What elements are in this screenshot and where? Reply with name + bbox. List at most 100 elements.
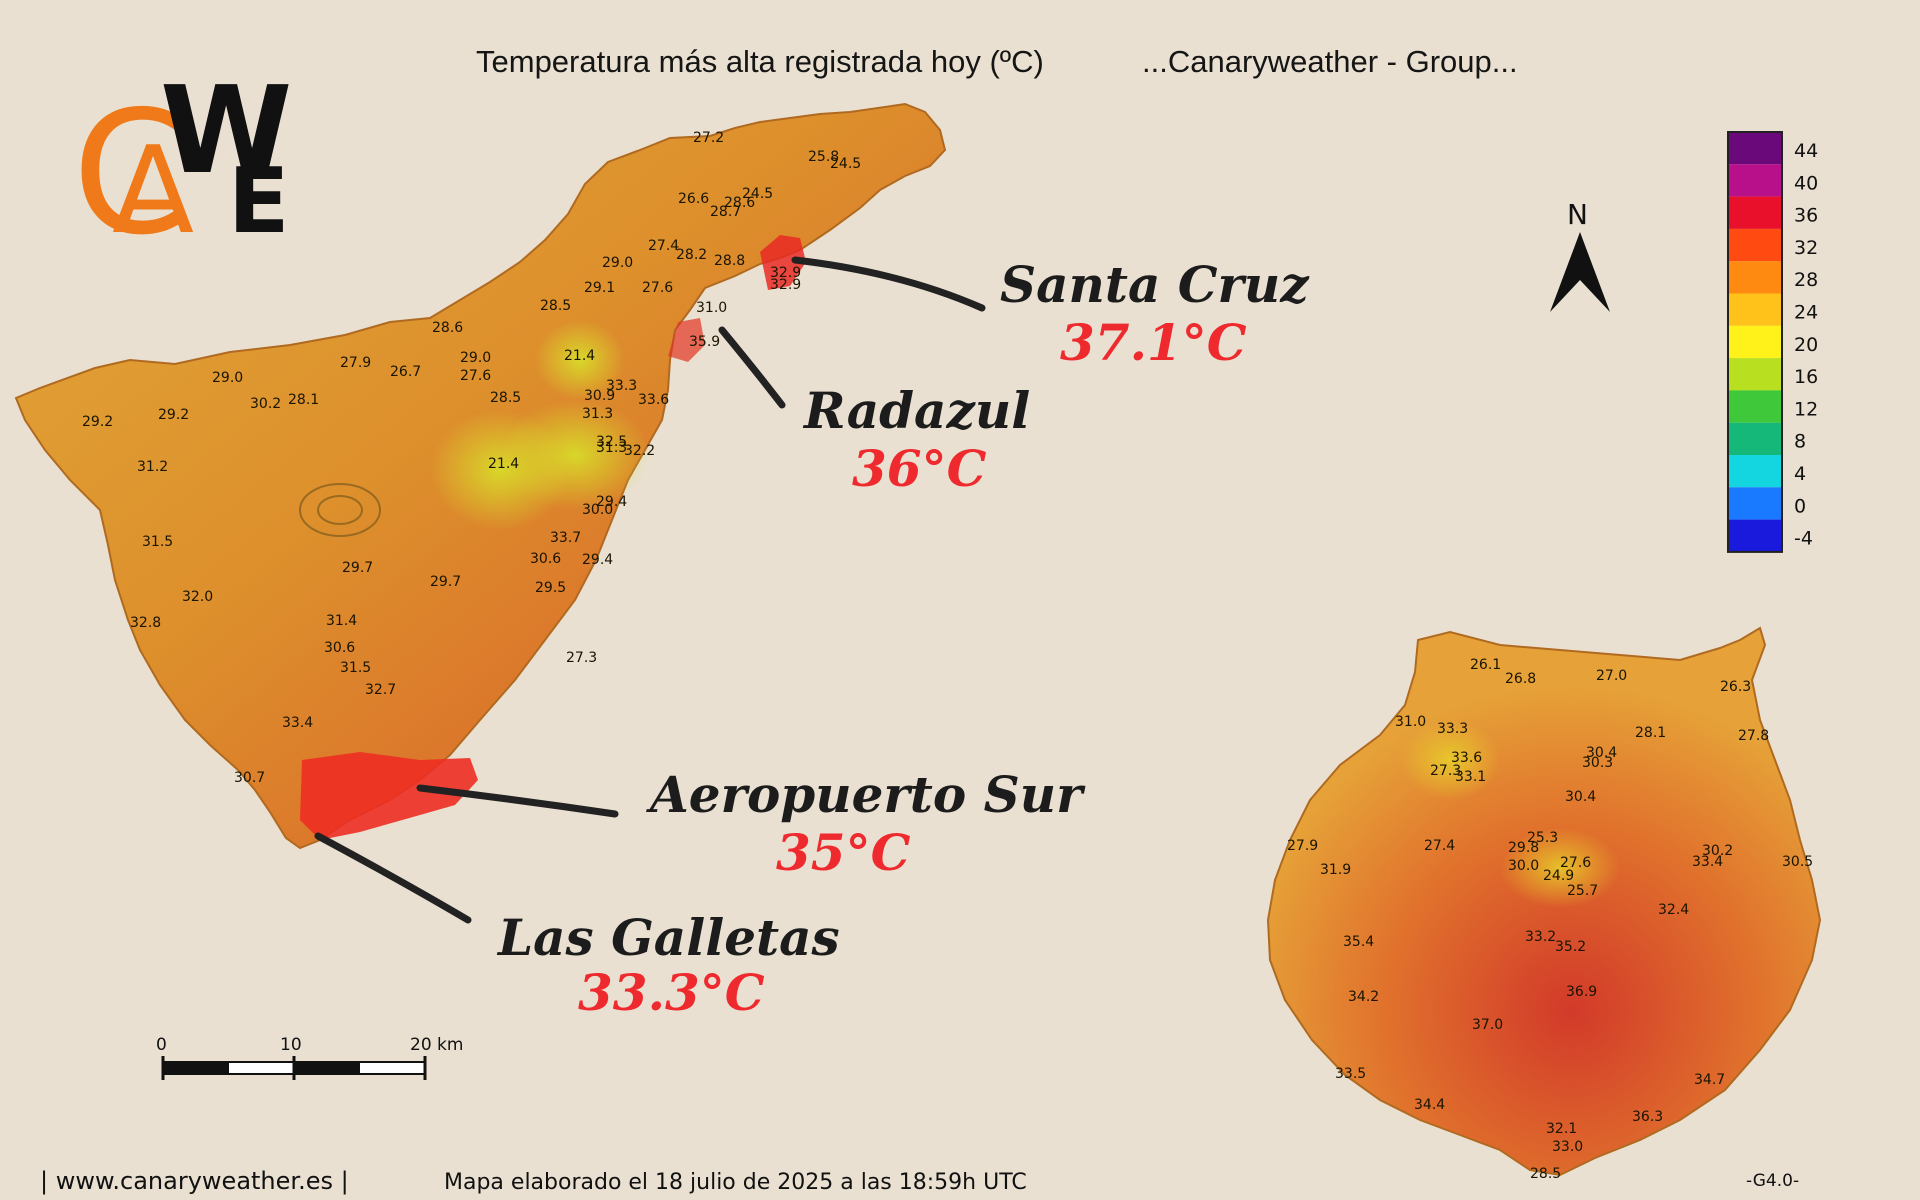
callout-las-galletas: Las Galletas 33.3°C <box>496 908 840 1022</box>
station-value: 33.2 <box>1525 929 1556 945</box>
station-value: 28.2 <box>676 247 707 263</box>
station-value: 31.3 <box>596 440 627 456</box>
scale-bar: 0 10 20 km <box>156 1035 463 1080</box>
station-value: 27.2 <box>693 130 724 146</box>
station-value: 32.7 <box>365 682 396 698</box>
station-value: 29.0 <box>212 370 243 386</box>
callout-name: Las Galletas <box>496 908 840 967</box>
legend-swatch <box>1728 487 1782 520</box>
station-value: 28.5 <box>490 390 521 406</box>
station-value: 27.4 <box>648 238 679 254</box>
station-value: 30.4 <box>1586 745 1617 761</box>
station-value: 32.1 <box>1546 1121 1577 1137</box>
station-value: 24.9 <box>1543 868 1574 884</box>
station-value: 27.6 <box>642 280 673 296</box>
station-value: 31.3 <box>582 406 613 422</box>
station-value: 25.3 <box>1527 830 1558 846</box>
station-value: 32.8 <box>130 615 161 631</box>
tenerife-island <box>14 102 947 850</box>
station-value: 30.9 <box>584 388 615 404</box>
canaryweather-logo: C A W E <box>72 62 292 273</box>
legend-label: 16 <box>1794 366 1818 388</box>
station-value: 37.0 <box>1472 1017 1503 1033</box>
station-value: 21.4 <box>488 456 519 472</box>
station-value: 29.8 <box>1508 840 1539 856</box>
station-value: 34.2 <box>1348 989 1379 1005</box>
callout-temp: 33.3°C <box>578 963 765 1022</box>
legend-label: 40 <box>1794 172 1818 194</box>
station-value: 31.9 <box>1320 862 1351 878</box>
legend-swatch <box>1728 261 1782 294</box>
legend-swatch <box>1728 455 1782 488</box>
station-value: 33.4 <box>282 715 313 731</box>
legend-swatch <box>1728 228 1782 262</box>
santa-cruz-hotspot <box>760 235 806 290</box>
station-value: 27.9 <box>340 355 371 371</box>
station-value: 35.2 <box>1555 939 1586 955</box>
station-value: 25.8 <box>808 149 839 165</box>
station-value: 26.1 <box>1470 657 1501 673</box>
station-value: 26.6 <box>678 191 709 207</box>
station-value: 28.6 <box>432 320 463 336</box>
legend-label: 0 <box>1794 495 1806 517</box>
station-value: 27.6 <box>1560 855 1591 871</box>
legend-swatch <box>1728 196 1782 229</box>
station-value: 28.6 <box>724 195 755 211</box>
station-value: 33.3 <box>606 378 637 394</box>
station-value: 30.0 <box>1508 858 1539 874</box>
legend-label: 8 <box>1794 431 1806 453</box>
station-value: 32.0 <box>182 589 213 605</box>
station-value: 27.8 <box>1738 728 1769 744</box>
station-value: 33.7 <box>550 530 581 546</box>
station-value: 30.7 <box>234 770 265 786</box>
station-value: 26.7 <box>390 364 421 380</box>
station-value: 27.4 <box>1424 838 1455 854</box>
station-value: 30.2 <box>1702 843 1733 859</box>
station-value: 32.9 <box>770 265 801 281</box>
station-value: 29.4 <box>596 494 627 510</box>
gran-canaria-station-labels: 26.1 26.8 27.0 26.3 31.0 33.3 28.1 27.8 … <box>1287 657 1813 1182</box>
station-value: 35.9 <box>689 334 720 350</box>
radazul-callout-line <box>718 326 786 409</box>
station-value: 27.0 <box>1596 668 1627 684</box>
north-arrow: N <box>1550 198 1610 312</box>
station-value: 27.3 <box>1430 763 1461 779</box>
station-value: 34.7 <box>1694 1072 1725 1088</box>
footer-made: Mapa elaborado el 18 julio de 2025 a las… <box>444 1170 1027 1195</box>
station-value: 30.2 <box>250 396 281 412</box>
source-label: ...Canaryweather - Group... <box>1142 44 1518 79</box>
legend-swatch <box>1728 390 1782 423</box>
legend-label: 36 <box>1794 205 1818 227</box>
legend-label: -4 <box>1794 528 1813 550</box>
station-value: 33.0 <box>1552 1139 1583 1155</box>
station-value: 30.6 <box>324 640 355 656</box>
station-value: 33.6 <box>1451 750 1482 766</box>
station-value: 28.1 <box>288 392 319 408</box>
legend-label: 32 <box>1794 237 1818 259</box>
legend-swatch <box>1728 293 1782 326</box>
legend-label: 20 <box>1794 334 1818 356</box>
station-value: 30.5 <box>1782 854 1813 870</box>
svg-text:A: A <box>112 122 194 261</box>
station-value: 28.5 <box>540 298 571 314</box>
callout-lines <box>314 256 986 924</box>
station-value: 31.4 <box>326 613 357 629</box>
callout-temp: 36°C <box>852 439 987 498</box>
scale-label: 10 <box>280 1035 302 1055</box>
station-value: 24.5 <box>742 186 773 202</box>
footer-website: | www.canaryweather.es | <box>40 1167 349 1195</box>
callout-name: Santa Cruz <box>1000 255 1310 314</box>
station-value: 35.4 <box>1343 934 1374 950</box>
station-value: 29.0 <box>602 255 633 271</box>
legend-swatch <box>1728 325 1782 359</box>
station-value: 31.5 <box>142 534 173 550</box>
station-value: 36.9 <box>1566 984 1597 1000</box>
station-value: 32.2 <box>624 443 655 459</box>
station-value: 34.4 <box>1414 1097 1445 1113</box>
legend-label: 12 <box>1794 398 1818 420</box>
scale-label: 20 km <box>410 1035 463 1055</box>
station-value: 26.3 <box>1720 679 1751 695</box>
station-value: 26.8 <box>1505 671 1536 687</box>
station-value: 27.6 <box>460 368 491 384</box>
